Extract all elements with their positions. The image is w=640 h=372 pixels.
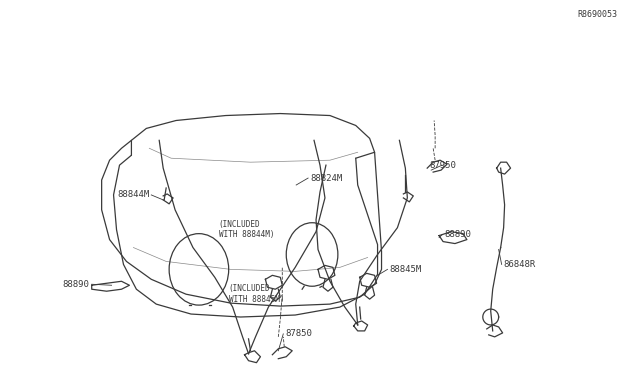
Text: 88890: 88890	[444, 230, 471, 239]
Text: (INCLUDED
WITH 88844M): (INCLUDED WITH 88844M)	[219, 220, 275, 239]
Text: 88845M: 88845M	[390, 265, 422, 274]
Text: R8690053: R8690053	[578, 10, 618, 19]
Text: 87950: 87950	[429, 161, 456, 170]
Text: 86848R: 86848R	[504, 260, 536, 269]
Text: 88890: 88890	[63, 280, 90, 289]
Text: 88824M: 88824M	[310, 174, 342, 183]
Text: (INCLUDED
WITH 88845M): (INCLUDED WITH 88845M)	[228, 285, 284, 304]
Text: 87850: 87850	[285, 329, 312, 339]
Text: 88844M: 88844M	[117, 190, 149, 199]
